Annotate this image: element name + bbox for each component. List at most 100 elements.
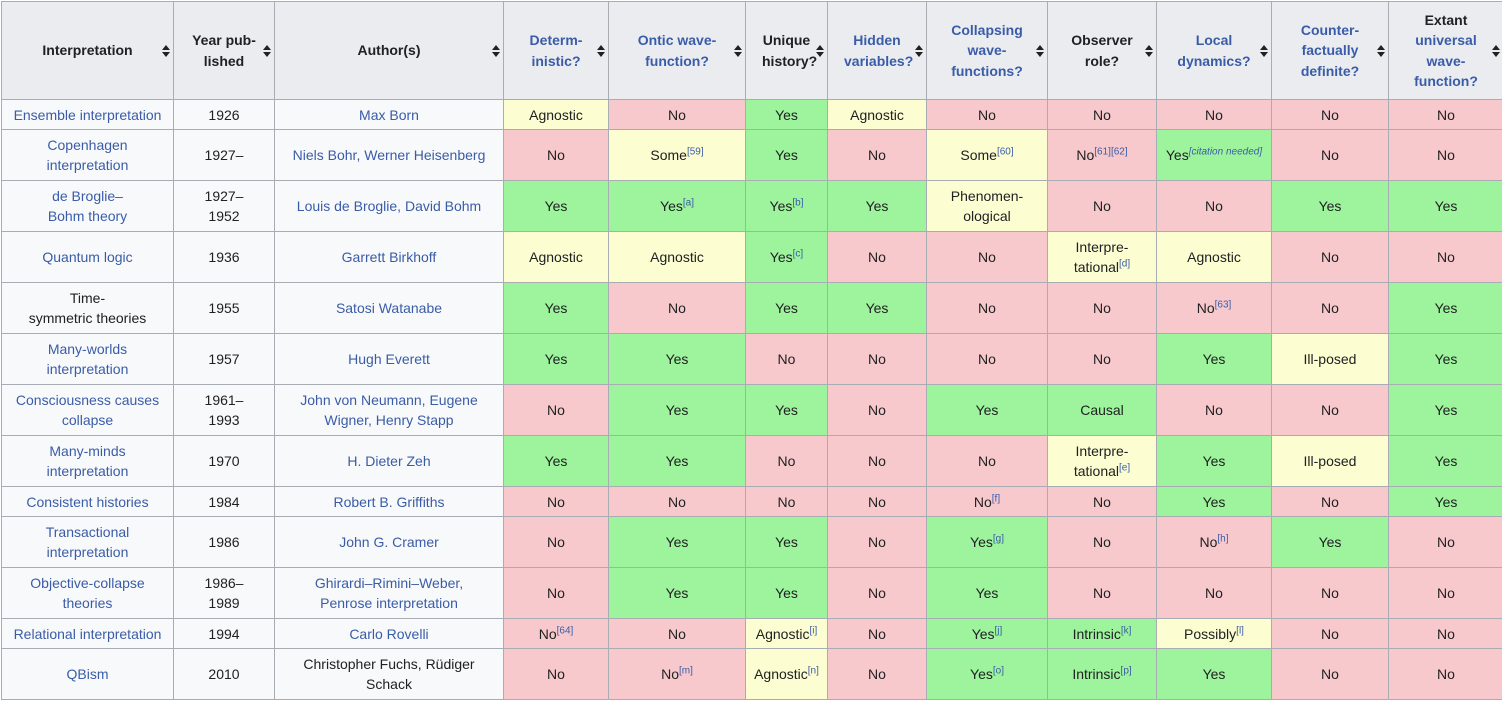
authors-link[interactable]: Robert B. Griffiths <box>333 493 445 510</box>
interpretation-link[interactable]: Objective-collapse theories <box>30 574 145 612</box>
footnote-ref-link[interactable]: [e] <box>1119 462 1131 474</box>
footnote-ref-link[interactable]: [a] <box>682 197 694 209</box>
footnote-ref-link[interactable]: [l] <box>1236 624 1244 636</box>
interpretation-link[interactable]: Many-worlds interpretation <box>46 340 129 378</box>
footnote-ref-link[interactable]: [p] <box>1120 665 1132 677</box>
column-header-year-published[interactable]: Year pub- lished <box>173 0 275 101</box>
value-text: No <box>1437 249 1455 266</box>
value-cell-deterministic: Yes <box>503 180 609 233</box>
table-body: Ensemble interpretation 1926 Max Born Agnos… <box>1 99 1502 701</box>
authors-cell: Ghirardi–Rimini–Weber, Penrose interpret… <box>274 567 504 620</box>
interpretation-link[interactable]: Many-minds interpretation <box>46 442 129 480</box>
footnote-ref-link[interactable]: [61] <box>1094 146 1111 158</box>
column-header-observer-role[interactable]: Observer role? <box>1047 0 1157 101</box>
footnote-ref-link[interactable]: [62] <box>1110 146 1128 158</box>
sort-icon[interactable] <box>816 44 824 57</box>
column-header-label: Interpretation <box>42 42 133 59</box>
value-text: No <box>978 106 996 123</box>
authors-link[interactable]: Niels Bohr, Werner Heisenberg <box>292 147 486 164</box>
column-header-authors[interactable]: Author(s) <box>274 0 504 101</box>
authors-cell: H. Dieter Zeh <box>274 435 504 488</box>
sort-icon[interactable] <box>1145 44 1153 57</box>
value-text: No <box>1321 106 1339 123</box>
table-row: Quantum logic 1936 Garrett Birkhoff Agnosti… <box>1 231 1502 284</box>
value-text: No <box>1205 106 1223 123</box>
value-cell-local-dynamics: Yes <box>1156 486 1272 518</box>
column-header-label: Determ- inistic? <box>529 32 583 69</box>
authors-link[interactable]: Max Born <box>359 106 419 123</box>
sort-icon[interactable] <box>597 44 605 57</box>
interpretation-link[interactable]: Quantum logic <box>42 249 133 266</box>
authors-link[interactable]: Satosi Watanabe <box>335 300 443 317</box>
authors-link[interactable]: Ghirardi–Rimini–Weber, Penrose interpret… <box>314 574 464 612</box>
footnote-ref-link[interactable]: [60] <box>996 146 1014 158</box>
interpretation-link[interactable]: Ensemble interpretation <box>13 106 162 123</box>
footnote-ref-link[interactable]: [d] <box>1119 258 1131 270</box>
footnote-ref-link[interactable]: [c] <box>792 248 804 260</box>
column-header-local-dynamics[interactable]: Local dynamics? <box>1156 0 1272 101</box>
interpretation-link[interactable]: Relational interpretation <box>13 625 162 642</box>
sort-icon[interactable] <box>1377 44 1385 57</box>
authors-cell: Robert B. Griffiths <box>274 486 504 518</box>
interpretation-link[interactable]: de Broglie– Bohm theory <box>47 187 128 225</box>
authors-link[interactable]: Carlo Rovelli <box>349 625 429 642</box>
value-text: Yes <box>775 585 798 602</box>
column-header-interpretation[interactable]: Interpretation <box>1 0 174 101</box>
value-cell-ontic-wavefunction: Yes[a] <box>608 180 746 233</box>
sort-icon[interactable] <box>1036 44 1044 57</box>
value-text: Yes <box>775 106 798 123</box>
value-cell-extant-universal-wavefunction: Yes <box>1388 282 1502 335</box>
footnote-ref-link[interactable]: [b] <box>792 197 804 209</box>
authors-link[interactable]: H. Dieter Zeh <box>347 453 431 470</box>
sort-icon[interactable] <box>263 44 271 57</box>
sort-icon[interactable] <box>915 44 923 57</box>
interpretation-link[interactable]: Transactional interpretation <box>45 523 130 561</box>
column-header-unique-history[interactable]: Unique history? <box>745 0 828 101</box>
footnote-ref-link[interactable]: [o] <box>992 665 1004 677</box>
footnote-ref-link[interactable]: [h] <box>1217 533 1229 545</box>
sort-icon[interactable] <box>492 44 500 57</box>
footnote-ref-link[interactable]: [59] <box>686 146 704 158</box>
column-header-collapsing-wavefunctions[interactable]: Collapsing wave- functions? <box>926 0 1048 101</box>
value-cell-unique-history: Yes <box>745 567 828 620</box>
authors-link[interactable]: Hugh Everett <box>348 351 430 368</box>
footnote-ref-link[interactable]: [m] <box>679 665 693 677</box>
column-header-extant-universal-wavefunction[interactable]: Extant universal wave- function? <box>1388 0 1502 101</box>
column-header-hidden-variables[interactable]: Hidden variables? <box>827 0 927 101</box>
footnote-ref-link[interactable]: [i] <box>809 624 818 636</box>
footnote-ref-link[interactable]: [g] <box>992 533 1004 545</box>
footnote-ref-link[interactable]: [k] <box>1120 624 1132 636</box>
value-cell-hidden-variables: No <box>827 231 927 284</box>
value-cell-ontic-wavefunction: No <box>608 282 746 335</box>
sort-icon[interactable] <box>1492 44 1500 57</box>
sort-icon[interactable] <box>1260 44 1268 57</box>
year-published-cell: 1957 <box>173 333 275 386</box>
column-header-counterfactually-definite[interactable]: Counter- factually definite? <box>1271 0 1389 101</box>
footnote-ref-link[interactable]: [citation needed] <box>1188 146 1263 158</box>
footnote-ref-link[interactable]: [64] <box>556 624 574 636</box>
footnote-ref: [d] <box>1119 259 1130 270</box>
value-text: Yes <box>769 198 793 215</box>
sort-icon[interactable] <box>734 44 742 57</box>
footnote-ref-link[interactable]: [f] <box>991 492 1001 504</box>
value-text: Agnostic <box>650 249 704 266</box>
column-header-deterministic[interactable]: Determ- inistic? <box>503 0 609 101</box>
authors-link[interactable]: John von Neumann, Eugene Wigner, Henry S… <box>300 391 478 429</box>
authors-link[interactable]: John G. Cramer <box>339 534 439 551</box>
authors-link[interactable]: Louis de Broglie, David Bohm <box>296 198 482 215</box>
footnote-ref-link[interactable]: [j] <box>994 624 1003 636</box>
value-cell-deterministic: Yes <box>503 435 609 488</box>
value-text: Yes <box>1434 493 1458 510</box>
value-cell-collapsing-wavefunctions: No <box>926 282 1048 335</box>
authors-cell: Hugh Everett <box>274 333 504 386</box>
interpretation-link[interactable]: Copenhagen interpretation <box>46 136 129 174</box>
footnote-ref-link[interactable]: [63] <box>1214 299 1232 311</box>
authors-link[interactable]: Garrett Birkhoff <box>341 249 437 266</box>
interpretation-link[interactable]: Consciousness causes collapse <box>15 391 160 429</box>
column-header-ontic-wavefunction[interactable]: Ontic wave- function? <box>608 0 746 101</box>
sort-icon[interactable] <box>162 44 170 57</box>
footnote-ref-link[interactable]: [n] <box>807 665 819 677</box>
interpretation-link[interactable]: Consistent histories <box>26 493 149 510</box>
year-published-value: 1986– 1989 <box>204 574 244 612</box>
interpretation-link[interactable]: QBism <box>66 666 109 683</box>
